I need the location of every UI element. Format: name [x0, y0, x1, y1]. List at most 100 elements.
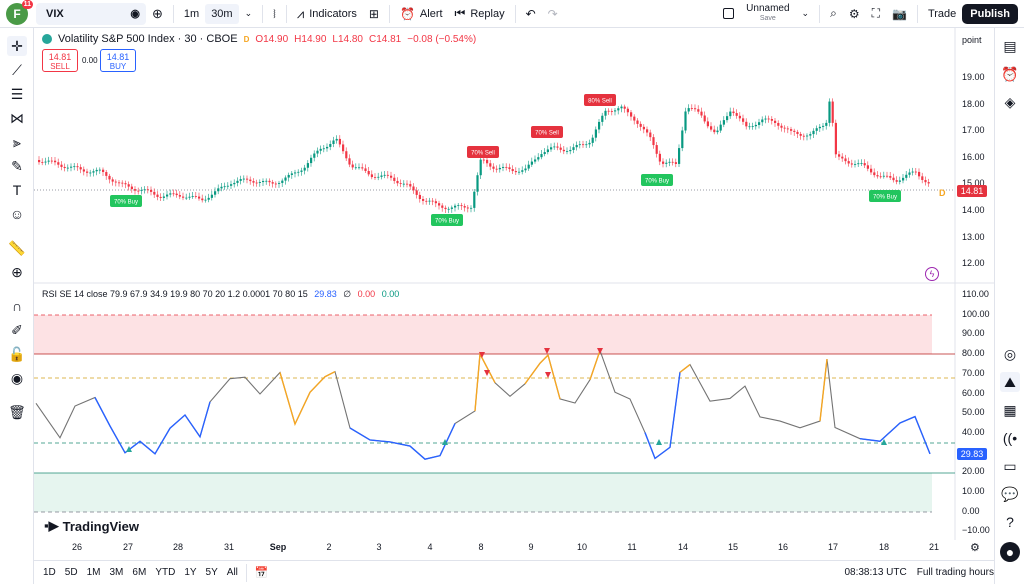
target-icon[interactable]: ◎	[1003, 346, 1017, 362]
layout-dropdown-button[interactable]: ⌄	[796, 0, 816, 28]
add-symbol-button[interactable]: ⊕	[146, 0, 169, 28]
rsi-segment	[859, 415, 931, 455]
candle-body	[873, 172, 876, 176]
clock[interactable]: 08:38:13 UTC	[844, 567, 907, 578]
range-button-1y[interactable]: 1Y	[184, 567, 197, 578]
trade-button[interactable]: Trade	[927, 7, 957, 20]
range-button-3m[interactable]: 3M	[109, 567, 124, 578]
signal-sell-tag[interactable]	[531, 126, 563, 138]
change-value: −0.08 (−0.54%)	[407, 33, 477, 45]
candle-body	[697, 109, 700, 112]
candle-body	[121, 182, 124, 184]
range-button-1d[interactable]: 1D	[43, 567, 56, 578]
candle-body	[671, 161, 674, 163]
magnet-icon[interactable]: ∩	[11, 298, 23, 314]
chevron-down-icon: ⌄	[244, 8, 253, 18]
lock-icon[interactable]: 🔓	[8, 346, 26, 362]
fib-icon[interactable]: ⫸	[13, 134, 21, 150]
text-icon[interactable]: T	[12, 182, 22, 198]
sell-button[interactable]: 14.81 SELL	[42, 49, 78, 72]
range-button-5y[interactable]: 5Y	[205, 567, 218, 578]
range-button-1m[interactable]: 1M	[86, 567, 101, 578]
layout-name-button[interactable]: Unnamed Save	[740, 0, 795, 28]
signal-sell-tag[interactable]	[467, 146, 499, 158]
scale-mode-label[interactable]: point	[962, 35, 982, 45]
eye-icon[interactable]: ◉	[10, 370, 24, 386]
ohlc-open: O14.90	[255, 33, 289, 45]
rsi-tick-label: 20.00	[962, 466, 985, 477]
messages-icon[interactable]: 💬	[1001, 486, 1019, 502]
candle-body	[796, 131, 799, 134]
publish-button[interactable]: Publish	[962, 3, 1018, 24]
date-range-icon[interactable]: 📅	[254, 567, 269, 579]
candle-body	[175, 193, 178, 196]
range-button-5d[interactable]: 5D	[64, 567, 78, 578]
settings-button[interactable]: ⚙	[843, 0, 866, 28]
pattern-icon[interactable]: ⋈	[10, 110, 24, 126]
help-icon[interactable]: ?	[1006, 514, 1014, 530]
trash-icon[interactable]: 🗑	[8, 404, 26, 420]
templates-button[interactable]: ⊞	[363, 0, 385, 28]
rsi-segment	[279, 371, 336, 426]
notifications-icon[interactable]: ●	[1000, 542, 1020, 562]
candle-body	[722, 120, 725, 125]
horizontal-lines-icon[interactable]: ☰	[10, 86, 24, 102]
snapshot-button[interactable]: 📷	[886, 0, 913, 28]
axis-settings-icon[interactable]: ⚙	[970, 542, 980, 554]
candle-body	[422, 198, 425, 201]
lock-draw-icon[interactable]: ✐	[11, 322, 23, 338]
watchlist-icon[interactable]: ▤	[1003, 38, 1017, 54]
emoji-icon[interactable]: ☺	[9, 206, 25, 222]
alert-button[interactable]: ⏰ Alert	[399, 6, 443, 21]
candle-body	[226, 185, 229, 187]
time-tick-label: 3	[376, 542, 382, 552]
symbol-title[interactable]: Volatility S&P 500 Index · 30 · CBOE	[58, 33, 238, 45]
candle-body	[332, 140, 335, 145]
range-button-ytd[interactable]: YTD	[155, 567, 176, 578]
interval-1m-button[interactable]: 1m	[183, 7, 200, 20]
alarm-clock-icon[interactable]: ⏰	[1001, 66, 1019, 82]
candle-body	[79, 167, 82, 170]
undo-button[interactable]: ↶	[520, 0, 542, 28]
redo-button[interactable]: ↷	[542, 0, 564, 28]
candle-body	[166, 194, 169, 197]
candle-body	[137, 190, 140, 192]
broadcast-icon[interactable]: ((•	[1002, 430, 1018, 446]
layout-checkbox[interactable]	[717, 0, 740, 28]
signal-buy-tag[interactable]	[110, 195, 142, 207]
user-avatar[interactable]: F 11	[6, 0, 33, 25]
calendar-icon[interactable]: ▦	[1003, 402, 1017, 418]
layers-icon[interactable]: ◈	[1004, 94, 1016, 110]
indicators-button[interactable]: ⩘ Indicators	[296, 5, 357, 21]
time-tick-label: 2	[326, 542, 332, 552]
candle-body	[172, 193, 175, 195]
fullscreen-button[interactable]: ⛶	[866, 0, 886, 28]
trend-line-icon[interactable]: ⟋	[12, 62, 22, 78]
signal-label: 70% Buy	[645, 179, 669, 185]
range-button-all[interactable]: All	[226, 567, 238, 578]
quick-search-button[interactable]: ⌕	[824, 0, 843, 28]
range-button-6m[interactable]: 6M	[132, 567, 147, 578]
session-button[interactable]: Full trading hours	[916, 567, 994, 578]
zoom-in-icon[interactable]: ⊕	[11, 264, 23, 280]
interval-dropdown-button[interactable]: ⌄	[239, 0, 259, 28]
brush-icon[interactable]: ✎	[11, 158, 23, 174]
signal-buy-tag[interactable]	[431, 214, 463, 226]
candle-body	[54, 160, 57, 163]
replay-button[interactable]: ⏮ Replay	[454, 6, 505, 20]
buy-button[interactable]: 14.81 BUY	[100, 49, 136, 72]
tradingview-logo[interactable]: ▪▶ TradingView	[44, 518, 139, 534]
symbol-search[interactable]: VIX ◉	[36, 2, 146, 25]
ideas-icon[interactable]: ⛰	[1000, 372, 1020, 392]
signal-sell-tag[interactable]	[584, 94, 616, 106]
lightning-icon[interactable]: ϟ	[925, 267, 939, 281]
signal-buy-tag[interactable]	[641, 174, 673, 186]
chart-type-button[interactable]: ⧘	[267, 0, 282, 28]
rsi-legend[interactable]: RSI SE 14 close 79.9 67.9 34.9 19.9 80 7…	[42, 289, 399, 300]
chat-icon[interactable]: ▭	[1003, 458, 1017, 474]
crosshair-icon[interactable]: ✛	[7, 36, 27, 56]
signal-buy-tag[interactable]	[869, 190, 901, 202]
eye-icon[interactable]: ◉	[130, 8, 140, 20]
interval-30m-button[interactable]: 30m	[205, 3, 239, 24]
ruler-icon[interactable]: 📏	[8, 240, 26, 256]
